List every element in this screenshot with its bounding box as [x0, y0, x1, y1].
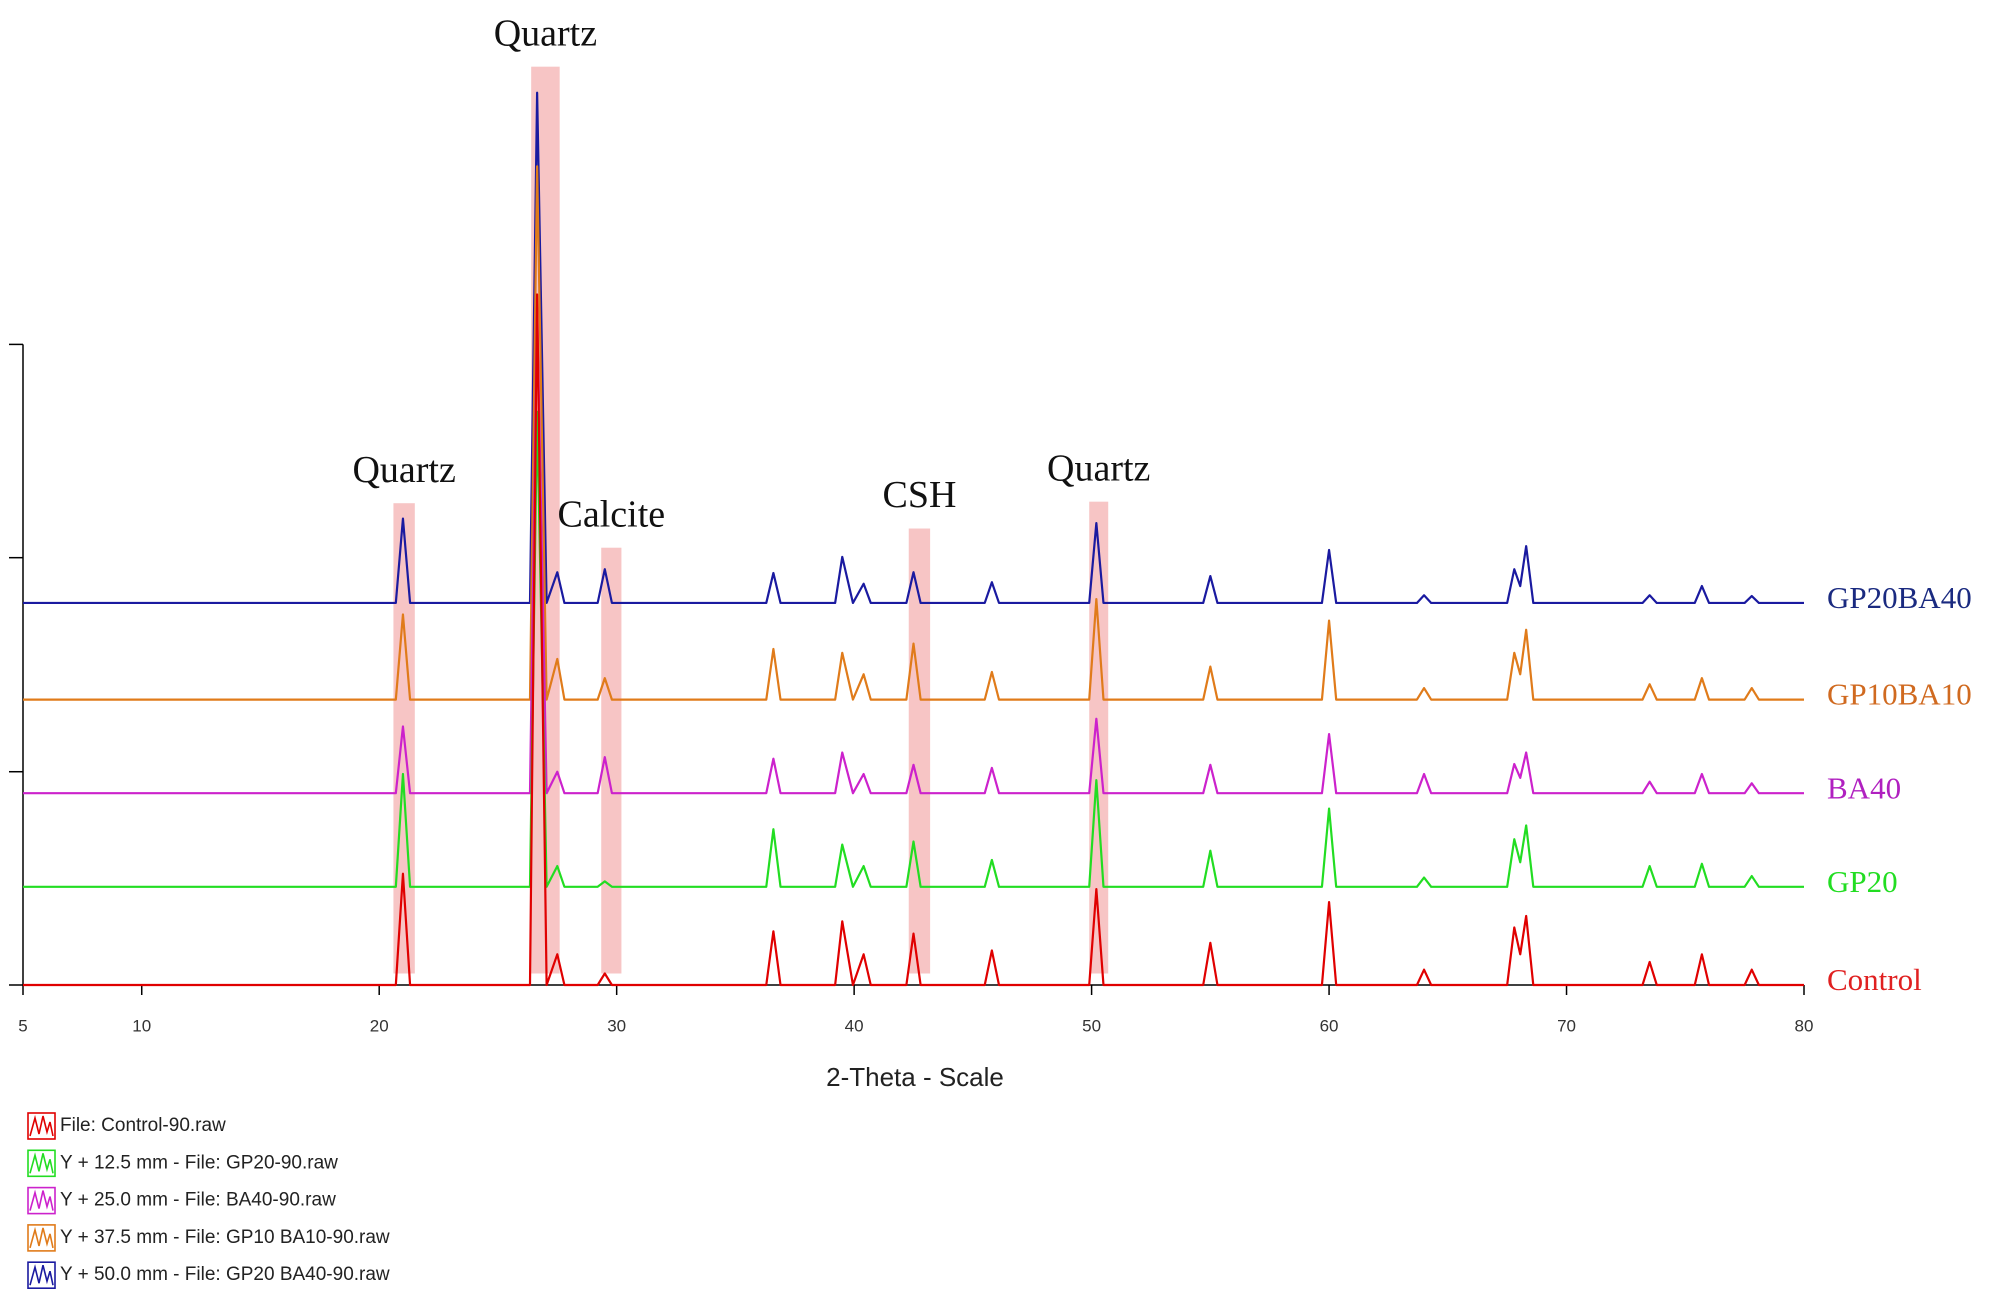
- legend-entry: Y + 37.5 mm - File: GP10 BA10-90.raw: [27, 1224, 390, 1252]
- annotation-label: Calcite: [558, 493, 666, 535]
- series-end-label: GP10BA10: [1827, 677, 1972, 712]
- series-line: [23, 293, 1804, 987]
- series-end-label: Control: [1827, 962, 1922, 997]
- annotation-label: Quartz: [352, 449, 455, 491]
- legend-icon-box: [27, 1224, 56, 1252]
- x-tick-label: 70: [1557, 1016, 1576, 1035]
- legend-label: Y + 12.5 mm - File: GP20-90.raw: [60, 1152, 338, 1173]
- series-line: [23, 410, 1804, 888]
- legend-icon-box: [27, 1186, 56, 1215]
- series-line: [23, 306, 1804, 795]
- x-tick-label: 30: [607, 1016, 626, 1035]
- legend-icon: [29, 1226, 54, 1249]
- x-tick-label: 10: [132, 1016, 151, 1035]
- highlight-band: [601, 547, 622, 974]
- annotation-label: Quartz: [494, 12, 597, 54]
- x-tick-label: 20: [370, 1016, 389, 1035]
- legend-label: File: Control-90.raw: [60, 1115, 226, 1136]
- legend-label: Y + 50.0 mm - File: GP20 BA40-90.raw: [60, 1264, 390, 1285]
- legend-label: Y + 37.5 mm - File: GP10 BA10-90.raw: [60, 1227, 390, 1248]
- legend-icon: [29, 1264, 54, 1286]
- x-tick-label: 80: [1795, 1016, 1814, 1035]
- x-axis-title: 2-Theta - Scale: [826, 1062, 1004, 1092]
- legend-icon: [29, 1189, 54, 1211]
- legend-icon: [29, 1152, 54, 1174]
- x-tick-label: 40: [845, 1016, 864, 1035]
- legend-icon: [29, 1114, 54, 1137]
- series-end-label: GP20BA40: [1827, 580, 1972, 615]
- annotation-label: CSH: [882, 474, 956, 516]
- series-line: [23, 91, 1804, 605]
- legend-entry: Y + 12.5 mm - File: GP20-90.raw: [27, 1149, 338, 1178]
- legend-entry: Y + 50.0 mm - File: GP20 BA40-90.raw: [27, 1261, 390, 1289]
- legend-icon-box: [27, 1112, 56, 1140]
- legend-label: Y + 25.0 mm - File: BA40-90.raw: [60, 1190, 336, 1211]
- legend-entry: File: Control-90.raw: [27, 1112, 226, 1140]
- annotation-label: Quartz: [1047, 447, 1150, 489]
- x-tick-label: 5: [18, 1016, 27, 1035]
- highlight-band: [908, 528, 931, 974]
- series-end-label: GP20: [1827, 864, 1898, 899]
- legend-icon-box: [27, 1261, 56, 1289]
- x-tick-label: 60: [1320, 1016, 1339, 1035]
- legend-icon-box: [27, 1149, 56, 1178]
- series-line: [23, 165, 1804, 701]
- series-end-label: BA40: [1827, 770, 1901, 805]
- legend-entry: Y + 25.0 mm - File: BA40-90.raw: [27, 1186, 336, 1215]
- x-tick-label: 50: [1082, 1016, 1101, 1035]
